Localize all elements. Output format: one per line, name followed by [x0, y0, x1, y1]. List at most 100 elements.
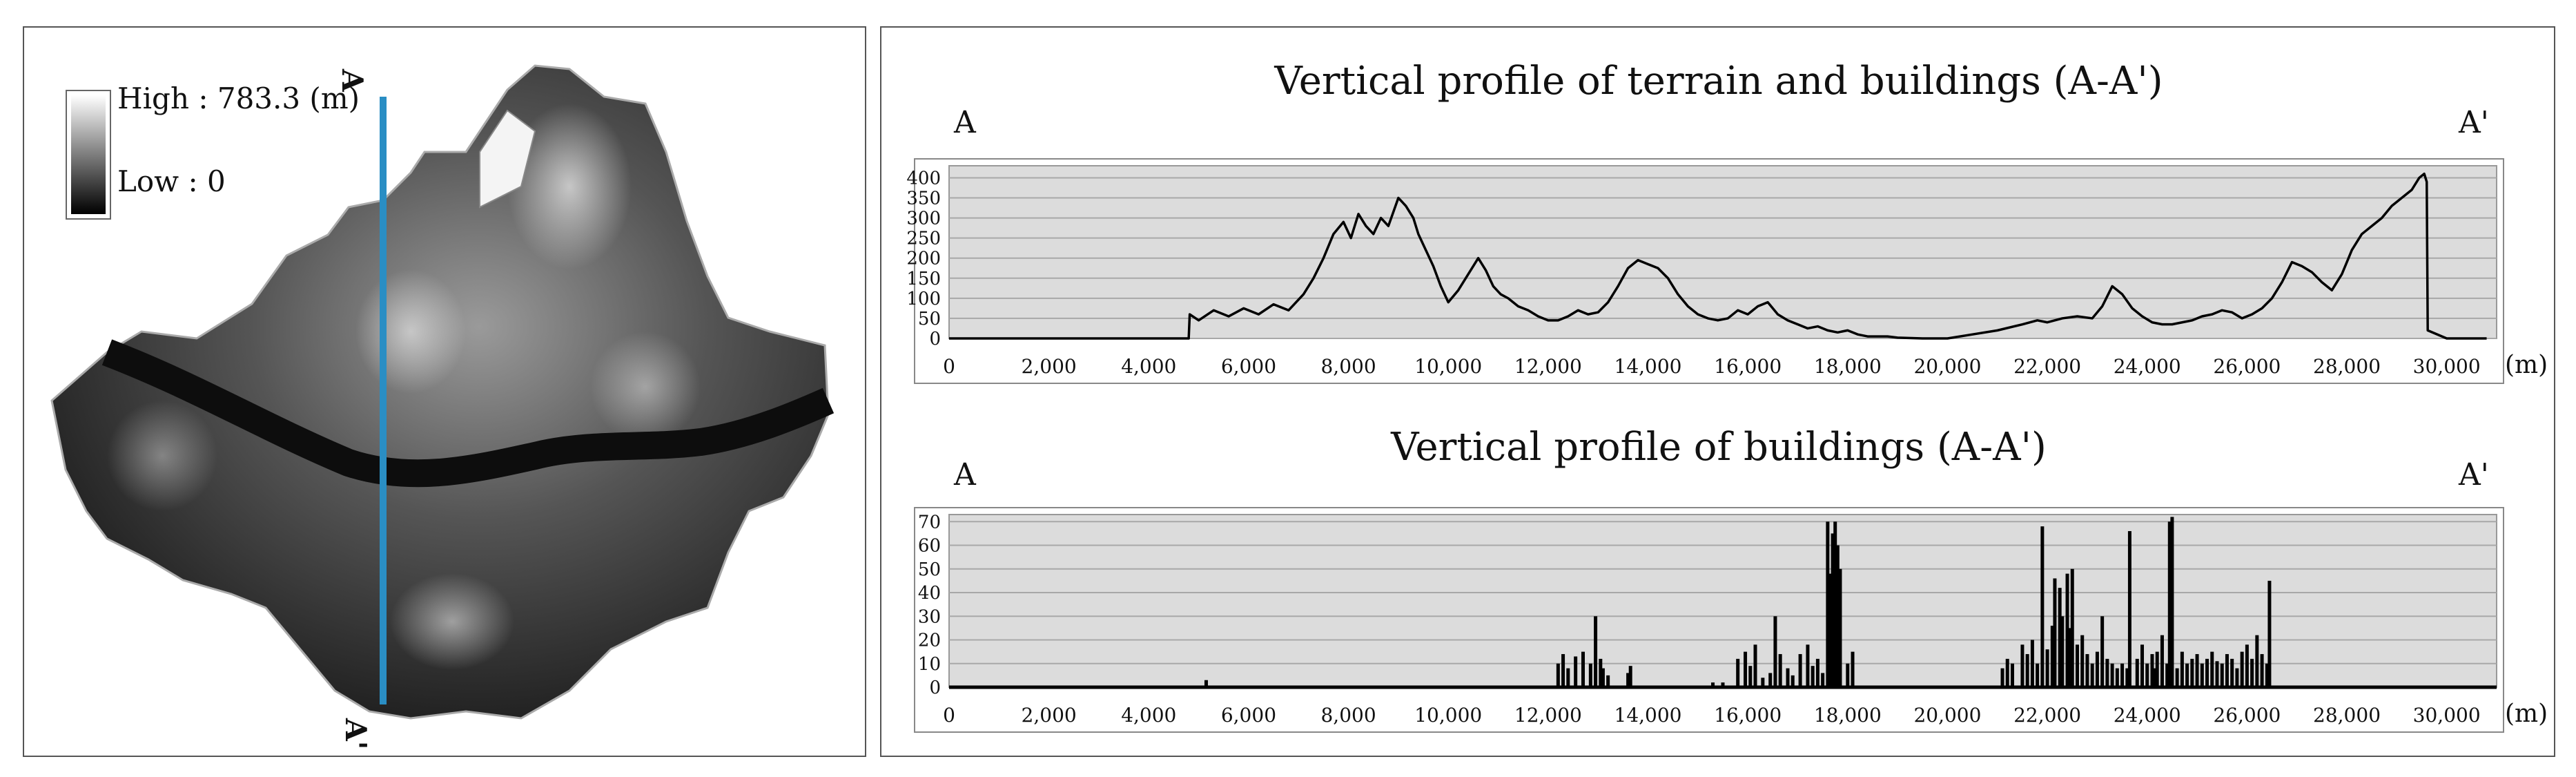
building-bar [2110, 663, 2114, 687]
building-bar [1790, 675, 1795, 687]
building-bar [2025, 654, 2029, 687]
building-bar [2250, 658, 2254, 687]
building-bar [2115, 668, 2119, 687]
building-bar [1556, 663, 1560, 687]
y-tick-label: 60 [918, 536, 941, 557]
building-bar [2080, 635, 2085, 687]
x-tick-label: 0 [943, 704, 955, 727]
building-bar [2155, 651, 2159, 687]
x-tick-label: 4,000 [1121, 355, 1176, 378]
x-tick-label: 22,000 [2013, 355, 2081, 378]
y-tick-label: 30 [918, 606, 941, 627]
y-tick-label: 150 [906, 269, 941, 289]
building-bar [2135, 658, 2139, 687]
y-tick-label: 0 [929, 678, 941, 698]
x-axis-unit: (m) [2505, 700, 2548, 728]
building-bar [2180, 651, 2184, 687]
map-label-a: A [335, 69, 369, 92]
building-bar [2036, 663, 2040, 687]
x-tick-label: 4,000 [1121, 704, 1176, 727]
building-bar [2030, 640, 2034, 687]
building-bar [2255, 635, 2259, 687]
terrain-end-label: A' [2459, 105, 2489, 140]
x-tick-label: 10,000 [1414, 355, 1482, 378]
building-bar [1846, 663, 1850, 687]
x-tick-label: 6,000 [1221, 355, 1276, 378]
profile-panel: Vertical profile of terrain and building… [880, 26, 2555, 757]
x-tick-label: 20,000 [1913, 355, 1981, 378]
x-tick-label: 12,000 [1514, 355, 1582, 378]
building-bar [2267, 580, 2272, 687]
x-tick-label: 6,000 [1221, 704, 1276, 727]
y-tick-label: 400 [906, 168, 941, 189]
building-bar [1833, 521, 1837, 687]
x-tick-label: 12,000 [1514, 704, 1582, 727]
building-bar [2127, 530, 2131, 687]
legend-gradient [71, 95, 106, 214]
building-bar [1798, 654, 1802, 687]
building-bar [1851, 651, 1855, 687]
building-bar [2220, 663, 2224, 687]
building-bar [1811, 666, 1815, 687]
x-tick-label: 26,000 [2213, 355, 2281, 378]
map-label-a-prime: A' [339, 718, 373, 750]
building-bar [1601, 668, 1605, 687]
plot-area [948, 165, 2497, 339]
building-bar [2020, 644, 2024, 687]
building-bar [1566, 668, 1570, 687]
building-bar [1831, 533, 1835, 687]
building-bar [2000, 668, 2004, 687]
building-bar [2265, 663, 2269, 687]
buildings-start-label: A [954, 457, 976, 492]
elevation-legend [66, 90, 111, 220]
y-tick-label: 50 [918, 559, 941, 580]
x-tick-label: 8,000 [1320, 355, 1376, 378]
x-tick-label: 24,000 [2114, 355, 2181, 378]
building-bar [1574, 656, 1578, 687]
building-bar [2050, 625, 2054, 687]
city-boundary [50, 64, 830, 720]
building-bar [1768, 673, 1773, 687]
building-bar [1581, 651, 1585, 687]
x-tick-label: 18,000 [1814, 355, 1882, 378]
building-bar [2153, 668, 2157, 687]
x-tick-label: 2,000 [1022, 355, 1077, 378]
building-bar [2200, 663, 2204, 687]
building-bar [1626, 673, 1630, 687]
building-bar [2205, 658, 2209, 687]
building-bar [1561, 654, 1565, 687]
building-bar [2058, 588, 2062, 687]
building-bar [2090, 663, 2094, 687]
x-tick-label: 10,000 [1414, 704, 1482, 727]
building-bar [2040, 526, 2045, 687]
building-bar [1204, 680, 1208, 687]
building-bar [1599, 658, 1603, 687]
map-panel: High : 783.3 (m) Low : 0 A A' [23, 26, 866, 757]
building-bar [1821, 673, 1825, 687]
elevation-map [50, 64, 835, 720]
building-bar [2045, 649, 2049, 687]
building-bar [2010, 663, 2014, 687]
building-bar [2105, 658, 2109, 687]
building-bar [2125, 668, 2129, 687]
x-tick-label: 8,000 [1320, 704, 1376, 727]
y-tick-label: 50 [918, 309, 941, 329]
terrain-chart-title: Vertical profile of terrain and building… [1274, 59, 2163, 104]
building-bar [2065, 573, 2069, 687]
x-tick-label: 2,000 [1022, 704, 1077, 727]
building-bar [2235, 668, 2239, 687]
x-tick-label: 20,000 [1913, 704, 1981, 727]
x-tick-label: 30,000 [2413, 355, 2481, 378]
building-bar [2085, 654, 2089, 687]
building-bar [1711, 682, 1715, 687]
terrain-series-line [949, 172, 2487, 340]
building-bar [2068, 628, 2072, 687]
x-tick-label: 14,000 [1614, 704, 1682, 727]
x-tick-label: 16,000 [1714, 704, 1782, 727]
building-bar [1761, 678, 1765, 687]
building-bar [2167, 521, 2172, 687]
building-bar [2185, 663, 2189, 687]
building-bar [1786, 668, 1790, 687]
